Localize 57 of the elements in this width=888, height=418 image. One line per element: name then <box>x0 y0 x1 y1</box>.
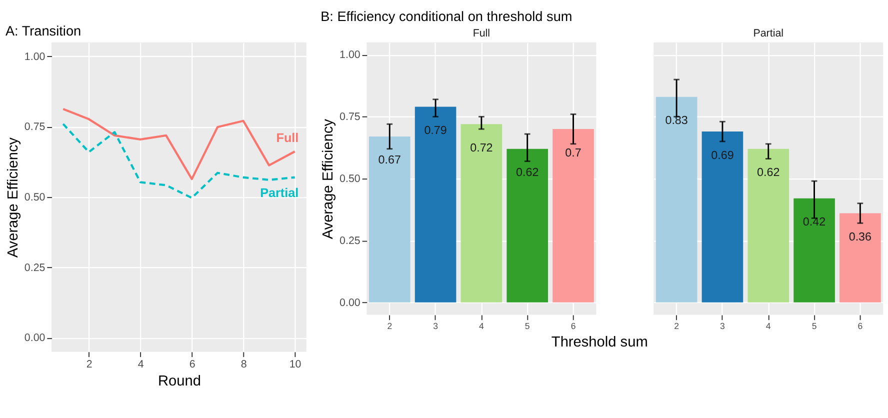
y-tick-label: 1.00 <box>24 50 46 63</box>
x-tick-label: 2 <box>674 320 680 331</box>
data-label: 0.72 <box>470 141 493 154</box>
data-label: 0.69 <box>711 148 734 162</box>
data-label: 0.7 <box>565 146 582 160</box>
x-axis-title: Threshold sum <box>551 334 648 350</box>
series-label: Partial <box>260 186 299 200</box>
data-label: 0.62 <box>516 166 539 180</box>
chart-title: B: Efficiency conditional on threshold sum <box>320 9 572 24</box>
data-label: 0.67 <box>378 154 401 167</box>
x-tick-label: 4 <box>766 320 771 331</box>
x-tick-label: 5 <box>524 320 530 331</box>
x-tick-label: 6 <box>570 320 576 331</box>
bar <box>506 148 548 302</box>
x-tick-label: 4 <box>138 358 144 371</box>
y-tick-label: 0.00 <box>24 332 46 344</box>
bar <box>748 148 790 302</box>
bar <box>794 198 835 302</box>
x-tick-label: 8 <box>240 358 247 371</box>
x-tick-label: 2 <box>86 358 92 371</box>
data-label: 0.62 <box>757 166 780 180</box>
x-tick-label: 10 <box>289 358 302 371</box>
y-tick-label: 0.25 <box>24 262 46 274</box>
y-tick-label: 0.50 <box>340 172 360 185</box>
bar <box>552 129 594 302</box>
y-tick-label: 0.25 <box>340 234 360 247</box>
x-tick-label: 6 <box>858 320 863 331</box>
chart-title: A: Transition <box>5 24 82 39</box>
bar <box>840 213 881 302</box>
data-label: 0.79 <box>424 124 447 138</box>
bar <box>702 132 744 302</box>
y-tick-label: 0.50 <box>24 191 46 204</box>
bar <box>414 106 456 302</box>
x-tick-label: 3 <box>720 320 726 331</box>
x-tick-label: 5 <box>812 320 817 331</box>
series-label: Full <box>276 130 299 145</box>
chart-subtitle: Partial <box>753 28 784 40</box>
data-label: 0.83 <box>665 114 688 128</box>
x-tick-label: 6 <box>189 358 196 371</box>
data-label: 0.36 <box>848 230 872 244</box>
bar <box>460 124 502 302</box>
x-tick-label: 4 <box>479 320 484 331</box>
x-tick-label: 3 <box>433 320 438 331</box>
y-axis-title: Average Efficiency <box>6 136 22 258</box>
y-tick-label: 0.00 <box>340 296 360 309</box>
x-axis-title: Round <box>158 373 201 390</box>
y-tick-label: 0.75 <box>340 111 360 124</box>
line-series <box>62 108 296 180</box>
bar <box>368 136 410 302</box>
y-tick-label: 0.75 <box>24 121 46 134</box>
y-tick-label: 1.00 <box>340 49 360 62</box>
chart-subtitle: Full <box>472 28 490 40</box>
x-tick-label: 2 <box>387 320 392 331</box>
bar <box>656 96 698 302</box>
line-series <box>62 122 296 199</box>
y-axis-title: Average Efficiency <box>320 118 337 240</box>
data-label: 0.42 <box>802 216 826 229</box>
